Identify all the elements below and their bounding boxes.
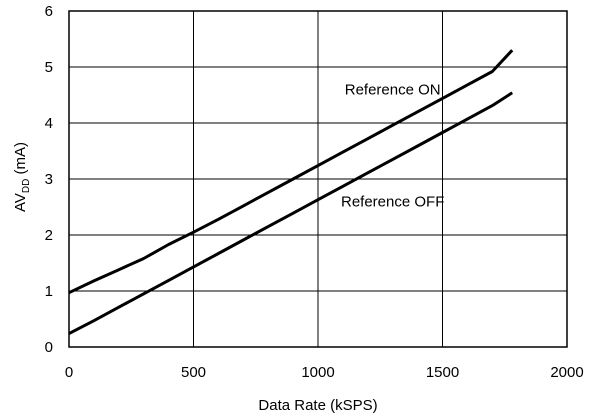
y-axis-title-prefix: AV (12, 193, 29, 212)
y-tick-label: 2 (45, 227, 53, 244)
x-tick-label: 1500 (426, 364, 459, 381)
grid (69, 11, 567, 347)
x-tick-label: 2000 (550, 364, 583, 381)
y-axis-title-suffix: (mA) (12, 142, 29, 179)
x-tick-label: 500 (181, 364, 206, 381)
series-line-reference-on (68, 49, 514, 295)
tick-labels: 0 500 1000 1500 2000 0 1 2 3 4 5 6 (45, 3, 584, 381)
y-tick-label: 3 (45, 171, 53, 188)
y-tick-label: 4 (45, 115, 53, 132)
plot-border (68, 10, 568, 348)
annotations: Reference ON Reference OFF (341, 81, 444, 210)
annotation-reference-on: Reference ON (345, 81, 441, 98)
y-axis-title-subscript: DD (21, 179, 32, 193)
y-tick-label: 5 (45, 59, 53, 76)
y-tick-label: 6 (45, 3, 53, 20)
annotation-reference-off: Reference OFF (341, 193, 444, 210)
series-line-reference-off (68, 91, 514, 335)
x-tick-label: 1000 (301, 364, 334, 381)
x-axis-title: Data Rate (kSPS) (258, 397, 377, 414)
y-tick-label: 0 (45, 339, 53, 356)
x-tick-label: 0 (65, 364, 73, 381)
series-group (68, 49, 514, 335)
plot-frame (68, 10, 568, 348)
y-axis-title: AVDD (mA) (12, 142, 32, 212)
y-tick-label: 1 (45, 283, 53, 300)
